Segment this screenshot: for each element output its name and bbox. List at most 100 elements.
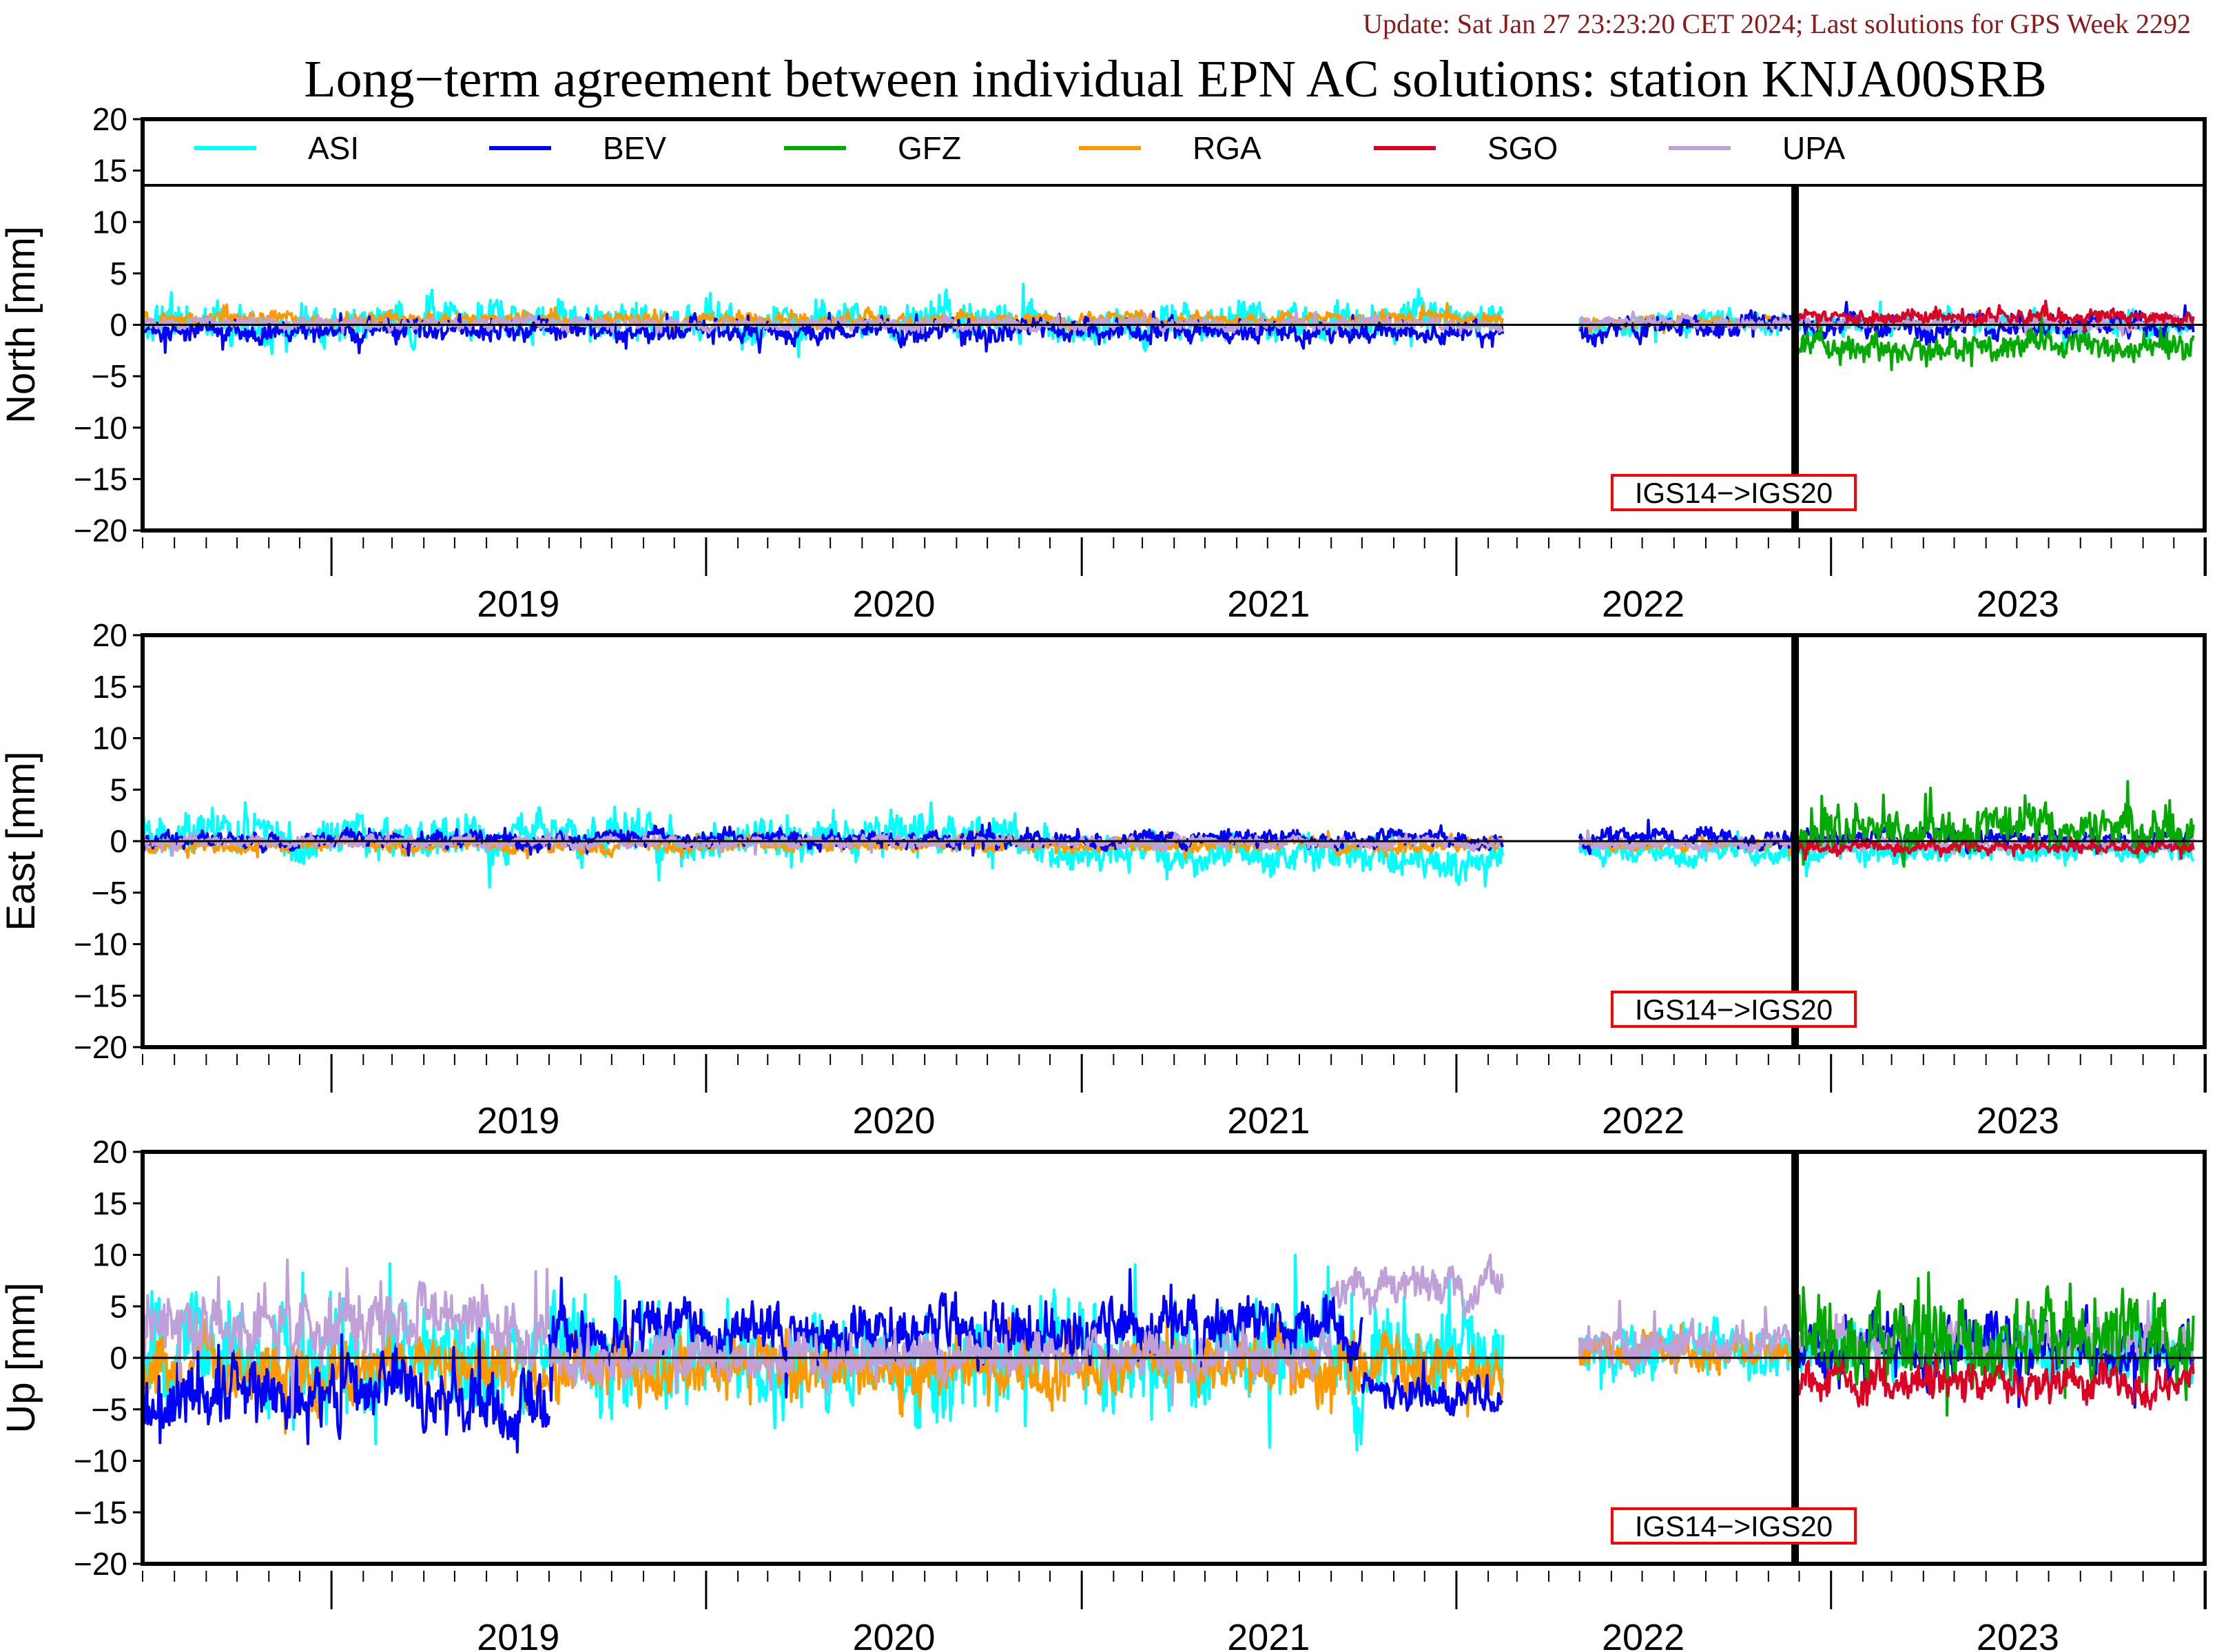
legend-item-asi: ASI	[194, 130, 359, 166]
y-tick-label: 20	[92, 617, 127, 653]
x-tick-label: 2020	[852, 584, 935, 625]
plot-area	[143, 1253, 2195, 1454]
y-tick-label: 0	[110, 823, 127, 859]
series-sgo	[1793, 836, 2195, 861]
series-bev	[143, 1268, 2195, 1454]
legend-item-rga: RGA	[1079, 130, 1261, 166]
y-tick-label: 20	[92, 101, 127, 137]
series-sgo	[1793, 1354, 2195, 1411]
y-tick-label: −15	[74, 1494, 127, 1530]
legend-label: UPA	[1782, 130, 1845, 166]
figure-title: Long−term agreement between individual E…	[304, 50, 2047, 108]
y-axis-label: East [mm]	[0, 751, 43, 931]
series-line-upa	[143, 830, 1504, 857]
y-axis-label: Up [mm]	[0, 1282, 43, 1433]
y-axis-label: North [mm]	[0, 226, 43, 424]
y-tick-label: −10	[74, 410, 127, 446]
series-line-sgo	[1795, 299, 2195, 334]
y-tick-label: 10	[92, 1237, 127, 1273]
plot-area	[143, 282, 2195, 371]
legend-item-sgo: SGO	[1374, 130, 1558, 166]
y-tick-label: −20	[74, 1546, 127, 1582]
legend-item-bev: BEV	[489, 130, 666, 166]
series-line-gfz	[1793, 313, 2195, 371]
y-tick-label: −10	[74, 927, 127, 962]
x-tick-label: 2022	[1602, 1617, 1684, 1652]
y-tick-label: −10	[74, 1443, 127, 1479]
update-timestamp: Update: Sat Jan 27 23:23:20 CET 2024; La…	[1363, 8, 2191, 39]
x-tick-label: 2022	[1602, 584, 1684, 625]
y-axis: 20 15 10 5 0 −5 −10 −15 −20	[74, 617, 143, 1065]
y-tick-label: −15	[74, 461, 127, 497]
y-tick-label: −20	[74, 513, 127, 548]
x-tick-label: 2021	[1227, 584, 1310, 625]
legend-label: ASI	[308, 130, 359, 166]
series-line-upa	[548, 1321, 1333, 1407]
legend-label: GFZ	[898, 130, 961, 166]
east-panel: IGS14−>IGS20 20 15 10 5 0 −5 −10 −15 −20 East [mm]…	[0, 617, 2207, 1142]
y-tick-label: 15	[92, 669, 127, 705]
frame-change-annotation: IGS14−>IGS20	[1611, 1507, 1857, 1545]
x-tick-label: 2023	[1977, 1100, 2059, 1142]
series-line-bev	[143, 1324, 550, 1454]
x-tick-label: 2019	[477, 584, 559, 625]
y-tick-label: 5	[110, 1288, 127, 1324]
series-line-upa	[143, 1258, 550, 1416]
north-panel: ASI BEV GFZ RGA SGO UPA IGS14−>IGS20 20 15 10 5 0 −5…	[0, 101, 2207, 625]
y-tick-label: 5	[110, 256, 127, 291]
legend-label: SGO	[1487, 130, 1558, 166]
frame-change-annotation: IGS14−>IGS20	[1611, 991, 1857, 1028]
series-line-bev	[1360, 1359, 1504, 1417]
legend-background	[143, 119, 2205, 185]
y-tick-label: −20	[74, 1029, 127, 1065]
legend-label: BEV	[603, 130, 666, 166]
y-axis: 20 15 10 5 0 −5 −10 −15 −20	[74, 101, 143, 548]
series-line-sgo	[1793, 1354, 2195, 1411]
x-axis: 2019 2020 2021 2022 2023	[142, 1571, 2207, 1652]
series-line-upa	[1330, 1253, 1504, 1319]
x-tick-label: 2022	[1602, 1100, 1684, 1142]
up-panel: IGS14−>IGS20 20 15 10 5 0 −5 −10 −15 −20 Up [mm] 20…	[0, 1134, 2207, 1652]
y-tick-label: 20	[92, 1134, 127, 1170]
legend: ASI BEV GFZ RGA SGO UPA	[194, 130, 1845, 166]
annotation-text: IGS14−>IGS20	[1635, 1510, 1833, 1542]
y-tick-label: 0	[110, 1340, 127, 1376]
y-tick-label: −15	[74, 978, 127, 1013]
x-tick-label: 2019	[477, 1617, 559, 1652]
x-tick-label: 2019	[477, 1100, 559, 1142]
y-tick-label: 5	[110, 772, 127, 807]
x-axis: 2019 2020 2021 2022 2023	[142, 1054, 2207, 1142]
y-tick-label: 10	[92, 204, 127, 240]
series-sgo	[1795, 299, 2195, 334]
x-tick-label: 2020	[852, 1100, 935, 1142]
annotation-text: IGS14−>IGS20	[1635, 993, 1833, 1026]
annotation-box	[1611, 474, 1857, 511]
x-tick-label: 2023	[1977, 1617, 2059, 1652]
y-tick-label: 15	[92, 153, 127, 189]
x-tick-label: 2023	[1977, 584, 2059, 625]
x-tick-label: 2021	[1227, 1617, 1310, 1652]
plot-area	[143, 780, 2195, 889]
frame-change-annotation: IGS14−>IGS20	[1611, 474, 1857, 511]
series-line-asi	[1049, 829, 1504, 888]
y-tick-label: −5	[92, 1392, 127, 1427]
y-tick-label: −5	[92, 358, 127, 394]
series-gfz	[1793, 313, 2195, 371]
series-line-bev	[143, 822, 1504, 857]
x-tick-label: 2020	[852, 1617, 935, 1652]
series-line-gfz	[1793, 780, 2195, 868]
series-line-sgo	[1793, 836, 2195, 861]
series-gfz	[1793, 780, 2195, 868]
y-tick-label: −5	[92, 875, 127, 911]
y-tick-label: 10	[92, 721, 127, 756]
legend-item-upa: UPA	[1669, 130, 1845, 166]
annotation-box	[1611, 1507, 1857, 1545]
annotation-box	[1611, 991, 1857, 1028]
y-axis: 20 15 10 5 0 −5 −10 −15 −20	[74, 1134, 143, 1582]
annotation-text: IGS14−>IGS20	[1635, 477, 1833, 509]
x-tick-label: 2021	[1227, 1100, 1310, 1142]
legend-item-gfz: GFZ	[784, 130, 961, 166]
y-tick-label: 15	[92, 1186, 127, 1221]
y-tick-label: 0	[110, 307, 127, 343]
